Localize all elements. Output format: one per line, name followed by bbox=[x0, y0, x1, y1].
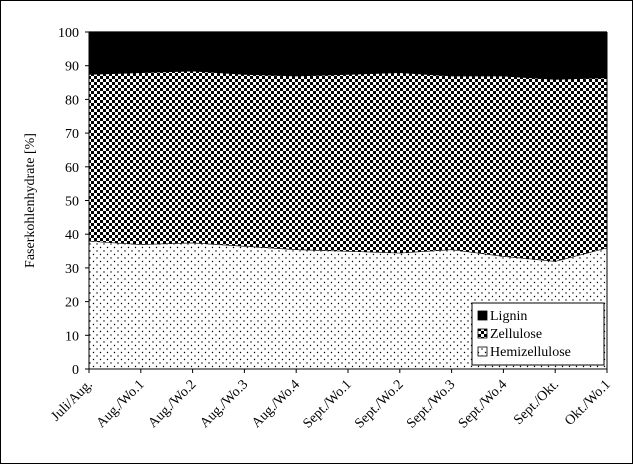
x-tick-labels: Juli/Aug.Aug./Wo.1Aug./Wo.2Aug./Wo.3Aug.… bbox=[49, 377, 614, 431]
area-layer bbox=[88, 31, 608, 369]
y-tick-labels: 0 10 20 30 40 50 60 70 80 90 100 bbox=[58, 26, 79, 378]
y-axis-title: Faserkohlenhydrate [%] bbox=[23, 133, 38, 268]
legend-label-hemizellulose: Hemizellulose bbox=[490, 345, 571, 360]
legend-swatch-zellulose bbox=[477, 328, 488, 339]
area-lignin bbox=[89, 32, 607, 80]
y-tick-label: 10 bbox=[65, 329, 79, 344]
legend-label-zellulose: Zellulose bbox=[490, 327, 542, 342]
x-tick-label: Aug./Wo.4 bbox=[249, 377, 303, 431]
y-tick-label: 50 bbox=[65, 195, 79, 210]
x-tick-label: Sept./Wo.2 bbox=[352, 377, 406, 431]
axes-layer bbox=[85, 31, 608, 373]
x-tick-label: Sept./Wo.1 bbox=[300, 377, 354, 431]
y-tick-label: 20 bbox=[65, 296, 79, 311]
y-tick-label: 100 bbox=[58, 26, 79, 41]
area-zellulose bbox=[89, 70, 607, 262]
x-tick-label: Aug./Wo.3 bbox=[197, 377, 251, 431]
y-tick-label: 80 bbox=[65, 93, 79, 108]
x-tick-label: Sept./Okt. bbox=[511, 377, 562, 428]
y-tick-label: 0 bbox=[72, 363, 79, 378]
x-tick-label: Aug./Wo.2 bbox=[146, 377, 200, 431]
x-tick-label: Juli/Aug. bbox=[49, 377, 96, 424]
x-tick-label: Okt./Wo.1 bbox=[562, 377, 614, 429]
y-tick-label: 90 bbox=[65, 60, 79, 75]
y-tick-label: 30 bbox=[65, 262, 79, 277]
y-tick-label: 70 bbox=[65, 127, 79, 142]
x-tick-label: Sept./Wo.3 bbox=[404, 377, 458, 431]
legend-swatch-lignin bbox=[477, 310, 488, 321]
x-tick-label: Aug./Wo.1 bbox=[94, 377, 148, 431]
legend-box bbox=[471, 302, 605, 366]
legend: Lignin Zellulose Hemizellulose bbox=[471, 302, 605, 366]
y-tick-label: 60 bbox=[65, 161, 79, 176]
y-tick-label: 40 bbox=[65, 228, 79, 243]
x-tick-label: Sept./Wo.4 bbox=[456, 377, 510, 431]
legend-swatch-hemizellulose bbox=[477, 346, 488, 357]
legend-label-lignin: Lignin bbox=[490, 309, 527, 324]
